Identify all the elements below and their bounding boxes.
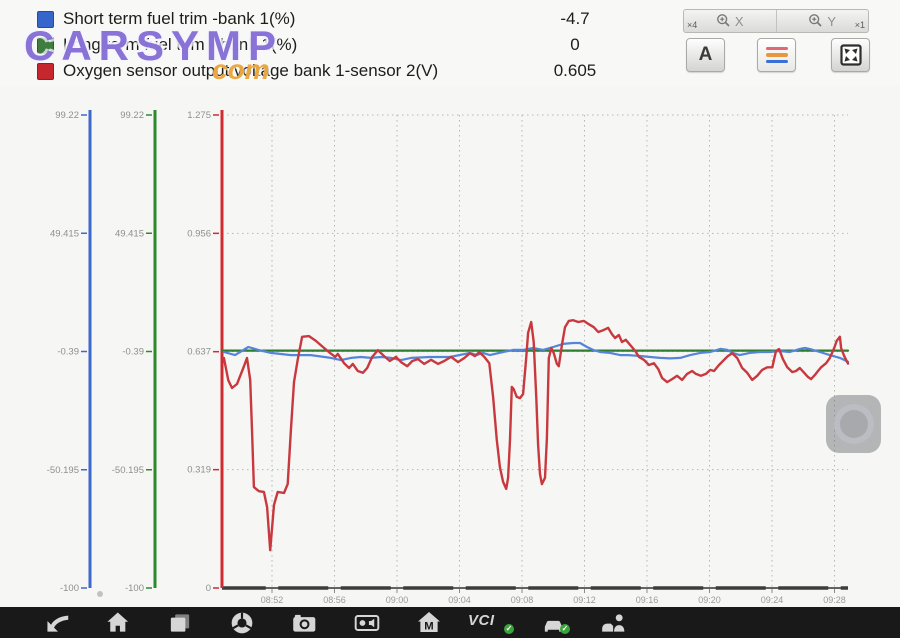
vehicle-connected-check-icon: ✓ (560, 624, 570, 634)
oxygen-sensor-color-swatch (37, 62, 54, 80)
short-term-trim-value: -4.7 (560, 9, 590, 28)
y-axis-tick-label: 49.415 (50, 228, 79, 239)
screenshot-camera-icon[interactable] (290, 609, 318, 637)
legend-label: Oxygen sensor output voltage bank 1-sens… (63, 61, 439, 80)
fullscreen-expand-button[interactable] (831, 38, 870, 72)
orange-line-bar (765, 53, 788, 57)
magnifier-plus-icon (717, 14, 730, 27)
x-axis-tick-label: 09:20 (698, 595, 721, 605)
oxygen-sensor-value: 0.605 (553, 61, 597, 80)
x-axis-tick-label: 09:12 (573, 595, 596, 605)
touch-indicator-dot (97, 591, 103, 597)
home-icon[interactable] (104, 609, 132, 637)
merge-graphs-button[interactable] (757, 38, 796, 72)
legend-row-long-term-fuel-trim[interactable]: Long term fuel trim - bank 1(%) 0 (0, 33, 680, 57)
legend-label: Short term fuel trim -bank 1(%) (63, 9, 296, 28)
y-axis-tick-label: 0.637 (187, 347, 211, 358)
maxisys-home-icon[interactable]: M (415, 609, 443, 637)
zoom-x-label: X (734, 13, 744, 29)
zoom-x-factor: ×4 (687, 20, 698, 30)
legend-label: Long term fuel trim - bank 1(%) (63, 35, 298, 54)
assistive-touch-ring (833, 404, 874, 444)
x-axis-tick-label: 09:28 (823, 595, 846, 605)
x-axis-tick-label: 09:16 (636, 595, 659, 605)
back-icon[interactable] (44, 609, 72, 637)
text-mode-label: A (698, 44, 713, 65)
legend-panel: Short term fuel trim -bank 1(%) -4.7 Lon… (0, 0, 900, 86)
y-axis-tick-label: 99.22 (55, 110, 79, 121)
live-data-graph-area[interactable]: 08:52 08:56 09:00 09:04 09:08 09:12 09:16 09:20… (0, 86, 900, 607)
vci-connected-check-icon: ✓ (504, 624, 514, 634)
y-axis-tick-label: 0 (206, 583, 211, 594)
series-percent (222, 341, 850, 363)
red-line-bar (765, 46, 788, 51)
zoom-y-label: Y (827, 13, 837, 29)
legend-row-oxygen-sensor[interactable]: Oxygen sensor output voltage bank 1-sens… (0, 59, 680, 83)
text-mode-button[interactable]: A (686, 38, 725, 72)
multi-axis-line-chart: 08:52 08:56 09:00 09:04 09:08 09:12 09:16 09:20… (47, 110, 850, 605)
zoom-x-button[interactable]: ×4 X (684, 10, 776, 32)
series-volts (222, 318, 850, 552)
y-axis-tick-label: -100 (60, 583, 79, 594)
y-axis-tick-label: 0.319 (187, 465, 211, 476)
y-axis-tick-label: 99.22 (120, 110, 144, 121)
long-term-trim-color-swatch (37, 36, 54, 54)
short-term-trim-color-swatch (37, 10, 54, 28)
x-axis-tick-label: 08:52 (261, 595, 284, 605)
assistive-touch-button[interactable] (826, 395, 881, 453)
legend-row-short-term-fuel-trim[interactable]: Short term fuel trim -bank 1(%) -4.7 (0, 7, 680, 31)
vci-label: VCI (468, 612, 495, 629)
zoom-control-bar: ×4 X Y ×1 (683, 9, 869, 33)
y-axis-tick-label: -0.39 (122, 347, 144, 358)
vci-status[interactable]: VCI (468, 612, 495, 629)
m-letter: M (424, 620, 433, 632)
y-axis-tick-label: -100 (125, 583, 144, 594)
magnifier-plus-icon (809, 14, 823, 27)
long-term-trim-value: 0 (570, 35, 580, 54)
android-navigation-bar: M VCI ✓ ✓ (0, 607, 900, 638)
x-axis-tick-label: 09:04 (448, 595, 471, 605)
y-axis-tick-label: -0.39 (57, 347, 79, 358)
y-axis-tick-label: 1.275 (187, 110, 211, 121)
x-axis-tick-label: 09:08 (511, 595, 534, 605)
blue-line-bar (765, 59, 788, 64)
mechanic-session-icon[interactable] (600, 609, 628, 637)
vehicle-status-icon[interactable] (540, 609, 568, 637)
x-axis-tick-label: 08:56 (323, 595, 346, 605)
display-settings-icon[interactable] (353, 609, 381, 637)
y-axis-tick-label: -50.195 (47, 465, 79, 476)
x-axis-tick-label: 09:24 (761, 595, 784, 605)
y-axis-tick-label: -50.195 (112, 465, 144, 476)
chrome-browser-icon[interactable] (228, 609, 256, 637)
expand-arrows-icon (839, 44, 862, 66)
x-axis-tick-label: 09:00 (386, 595, 409, 605)
zoom-y-factor: ×1 (854, 20, 865, 30)
y-axis-tick-label: 0.956 (187, 228, 211, 239)
recent-apps-icon[interactable] (166, 609, 194, 637)
zoom-y-button[interactable]: Y ×1 (775, 10, 869, 32)
y-axis-tick-label: 49.415 (115, 228, 144, 239)
